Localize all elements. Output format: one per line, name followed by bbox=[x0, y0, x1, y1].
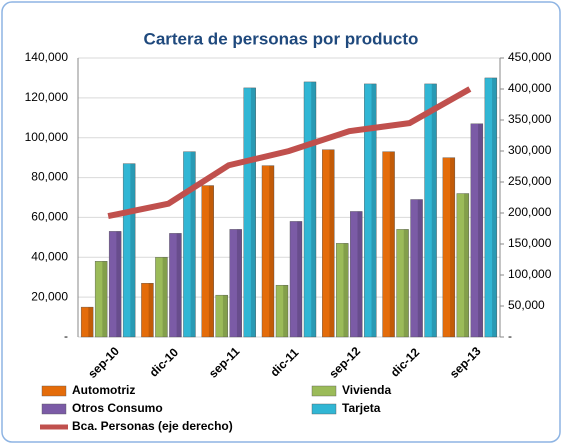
bar-shade bbox=[297, 221, 302, 337]
bar bbox=[94, 261, 108, 338]
legend-label: Bca. Personas (eje derecho) bbox=[72, 419, 233, 433]
y-tick-label: 80,000 bbox=[31, 170, 68, 184]
bar-shade bbox=[478, 123, 483, 337]
y-tick-label: 40,000 bbox=[31, 249, 68, 263]
bar-shade bbox=[130, 163, 136, 337]
y2-tick-label: 300,000 bbox=[508, 143, 552, 157]
y-tick-label: 120,000 bbox=[25, 90, 69, 104]
y-tick-label: 60,000 bbox=[31, 210, 68, 224]
bar bbox=[169, 233, 182, 338]
bar bbox=[155, 257, 168, 338]
y2-tick-label: 200,000 bbox=[508, 205, 552, 219]
bar bbox=[261, 165, 275, 338]
y-tick-label: 20,000 bbox=[31, 289, 68, 303]
bar bbox=[275, 284, 289, 338]
bar-shade bbox=[329, 149, 335, 337]
bar bbox=[350, 211, 363, 338]
bar-shade bbox=[176, 233, 182, 337]
bar-shade bbox=[88, 307, 94, 337]
bar bbox=[108, 231, 122, 338]
bar-shade bbox=[236, 229, 242, 337]
y-tick-label: 100,000 bbox=[25, 130, 69, 144]
y2-tick-label: 50,000 bbox=[508, 298, 545, 312]
bar bbox=[289, 221, 303, 338]
bar bbox=[424, 83, 437, 338]
bar-shade bbox=[116, 231, 122, 337]
legend-swatch bbox=[41, 385, 67, 397]
bar bbox=[215, 294, 228, 338]
bar bbox=[243, 87, 256, 338]
legend-swatch bbox=[41, 403, 67, 415]
y2-tick-label: 100,000 bbox=[508, 267, 552, 281]
y2-tick-label: 400,000 bbox=[508, 81, 552, 95]
bar bbox=[470, 123, 484, 338]
bar bbox=[183, 151, 196, 338]
bar bbox=[442, 157, 456, 338]
bar bbox=[201, 185, 214, 338]
y2-tick-label: 450,000 bbox=[508, 50, 552, 64]
bar-shade bbox=[343, 243, 349, 337]
bar-shade bbox=[464, 193, 469, 337]
bar-shade bbox=[450, 157, 455, 337]
bar bbox=[80, 306, 94, 338]
legend-label: Tarjeta bbox=[342, 401, 381, 415]
bar-shade bbox=[389, 151, 395, 337]
bar-shade bbox=[492, 77, 497, 337]
bar-shade bbox=[222, 295, 228, 337]
bar-shade bbox=[311, 81, 316, 338]
bar-shade bbox=[417, 199, 423, 337]
chart-title: Cartera de personas por producto bbox=[144, 29, 419, 48]
bar bbox=[382, 151, 395, 338]
bar bbox=[396, 229, 409, 338]
bar-shade bbox=[269, 165, 274, 337]
legend-swatch bbox=[311, 403, 337, 415]
y2-tick-label: 150,000 bbox=[508, 236, 552, 250]
y2-tick-label: 250,000 bbox=[508, 174, 552, 188]
bar-shade bbox=[208, 185, 214, 337]
bar bbox=[229, 229, 242, 338]
bar-shade bbox=[148, 283, 154, 337]
y-tick-label: - bbox=[64, 329, 68, 343]
bar bbox=[484, 77, 498, 338]
bar bbox=[141, 282, 154, 338]
y2-tick-label: - bbox=[508, 329, 512, 343]
bar-shade bbox=[357, 211, 363, 337]
bar bbox=[336, 243, 349, 338]
bar bbox=[364, 83, 377, 338]
bar bbox=[122, 163, 136, 338]
bar-shade bbox=[162, 257, 168, 337]
line bbox=[107, 86, 472, 220]
bar-shade bbox=[190, 151, 196, 337]
bar bbox=[322, 149, 335, 338]
y-tick-label: 140,000 bbox=[25, 50, 69, 64]
bar bbox=[456, 193, 470, 338]
bar-shade bbox=[431, 83, 437, 338]
legend-label: Vivienda bbox=[342, 383, 391, 397]
bar-shade bbox=[403, 229, 409, 337]
bar-shade bbox=[250, 87, 256, 338]
bar-shade bbox=[371, 83, 377, 338]
y2-tick-label: 350,000 bbox=[508, 112, 552, 126]
bar-shade bbox=[283, 285, 288, 337]
bar bbox=[410, 199, 423, 338]
legend-label: Otros Consumo bbox=[72, 401, 163, 415]
legend-swatch bbox=[311, 385, 337, 397]
bar-shade bbox=[102, 261, 108, 337]
legend-label: Automotriz bbox=[72, 383, 135, 397]
